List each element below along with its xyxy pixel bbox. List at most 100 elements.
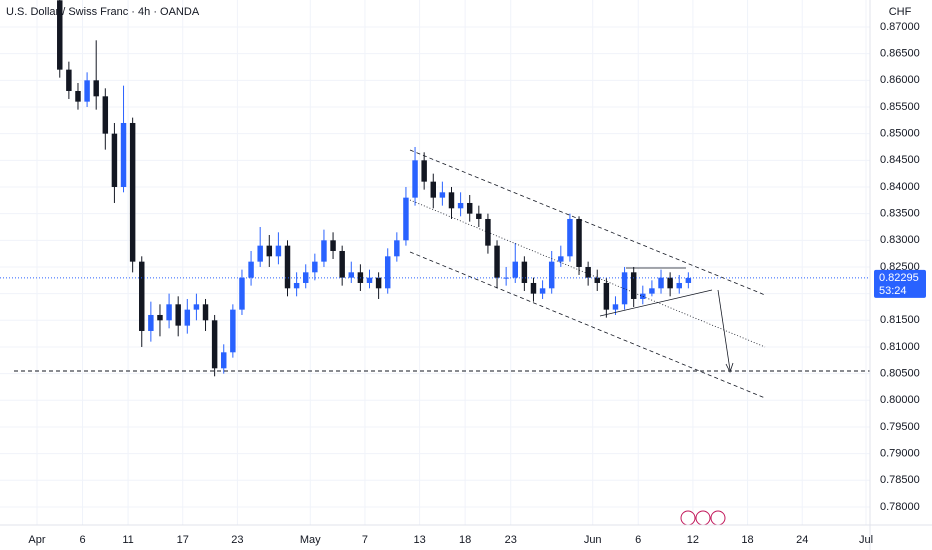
candle-body xyxy=(430,181,437,198)
candle-body xyxy=(302,272,309,283)
candle-body xyxy=(548,261,555,289)
candle-body xyxy=(193,304,200,310)
y-tick-label: 0.83500 xyxy=(880,208,920,220)
candle-body xyxy=(202,304,209,321)
candle-body xyxy=(457,202,464,209)
candle-body xyxy=(503,277,509,279)
y-tick-label: 0.85000 xyxy=(880,128,920,140)
candle-body xyxy=(175,304,181,326)
channel-mid xyxy=(409,199,766,348)
candle-body xyxy=(157,314,163,321)
y-tick-label: 0.87000 xyxy=(880,21,920,33)
candle-body xyxy=(257,245,263,262)
y-tick-label: 0.81500 xyxy=(880,314,920,326)
candle-body xyxy=(66,69,72,91)
candle-body xyxy=(539,288,546,294)
candle-body xyxy=(57,0,63,70)
candle-body xyxy=(129,122,136,262)
triangle-bottom xyxy=(599,289,713,317)
y-tick-label: 0.79500 xyxy=(880,421,920,433)
candle-body xyxy=(266,245,273,257)
grid xyxy=(0,0,870,525)
candle-body xyxy=(567,218,573,257)
candle-body xyxy=(284,245,291,289)
channel-upper xyxy=(409,149,766,296)
x-tick-label: 17 xyxy=(177,534,189,546)
candle-body xyxy=(439,192,446,198)
y-tick-label: 0.80000 xyxy=(880,394,920,406)
currency-label[interactable]: CHF xyxy=(889,6,912,18)
countdown-label: 53:24 xyxy=(879,285,907,297)
candle-body xyxy=(293,282,300,289)
y-tick-label: 0.83000 xyxy=(880,234,920,246)
candle-body xyxy=(594,277,600,283)
x-tick-label: Apr xyxy=(28,534,45,546)
y-tick-label: 0.84000 xyxy=(880,181,920,193)
candle-body xyxy=(230,309,236,353)
y-tick-label: 0.81000 xyxy=(880,341,920,353)
candle-body xyxy=(685,277,692,283)
candle-body xyxy=(211,320,218,369)
candle-body xyxy=(375,277,382,289)
channel-lower xyxy=(409,251,766,399)
y-tick-label: 0.86500 xyxy=(880,48,920,60)
currency-box[interactable] xyxy=(880,3,920,21)
candle-body xyxy=(102,96,109,134)
y-tick-label: 0.82500 xyxy=(880,261,920,273)
candle-body xyxy=(148,314,154,331)
event-icons xyxy=(680,510,726,526)
candle-body xyxy=(521,261,528,283)
y-tick-label: 0.84500 xyxy=(880,154,920,166)
candle-body xyxy=(394,240,400,257)
x-tick-label: 13 xyxy=(413,534,425,546)
candle-body xyxy=(649,288,655,294)
candle-body xyxy=(384,256,391,289)
x-tick-label: Jul xyxy=(859,534,873,546)
candle-body xyxy=(120,122,127,187)
candle-body xyxy=(93,80,99,97)
y-tick-label: 0.78500 xyxy=(880,474,920,486)
candle-body xyxy=(75,90,81,102)
candle-body xyxy=(558,256,564,262)
candle-body xyxy=(84,80,90,102)
candle-body xyxy=(585,266,591,278)
candle-body xyxy=(412,160,418,198)
candle-body xyxy=(612,304,619,310)
event-icon xyxy=(680,510,696,526)
candle-body xyxy=(576,218,582,267)
candle-body xyxy=(630,272,637,299)
candle-body xyxy=(476,213,482,219)
y-tick-label: 0.85500 xyxy=(880,101,920,113)
x-tick-label: 11 xyxy=(122,534,133,546)
last-price-label: 0.82295 xyxy=(879,272,919,284)
candle-body xyxy=(312,261,318,273)
x-tick-label: 23 xyxy=(505,534,517,546)
x-tick-label: 6 xyxy=(79,534,85,546)
x-tick-label: 23 xyxy=(231,534,243,546)
y-tick-label: 0.80500 xyxy=(880,368,920,380)
x-tick-label: Jun xyxy=(584,534,602,546)
candle-body xyxy=(658,277,664,289)
candle-body xyxy=(248,261,254,278)
event-icon xyxy=(710,510,726,526)
event-icon xyxy=(695,510,711,526)
candle-body xyxy=(184,309,191,326)
x-tick-label: 18 xyxy=(741,534,753,546)
x-tick-label: 24 xyxy=(796,534,808,546)
target-arrow xyxy=(717,289,731,371)
candle-body xyxy=(366,277,373,283)
candle-body xyxy=(403,197,409,241)
candles xyxy=(0,0,870,377)
x-tick-label: 12 xyxy=(687,534,699,546)
y-tick-label: 0.86000 xyxy=(880,74,920,86)
candle-body xyxy=(494,245,500,278)
y-tick-label: 0.78000 xyxy=(880,501,920,513)
candle-body xyxy=(621,272,628,305)
candle-body xyxy=(239,277,245,310)
candle-body xyxy=(667,277,673,289)
drawings xyxy=(14,149,870,399)
candle-body xyxy=(339,250,345,278)
candle-body xyxy=(321,240,327,262)
